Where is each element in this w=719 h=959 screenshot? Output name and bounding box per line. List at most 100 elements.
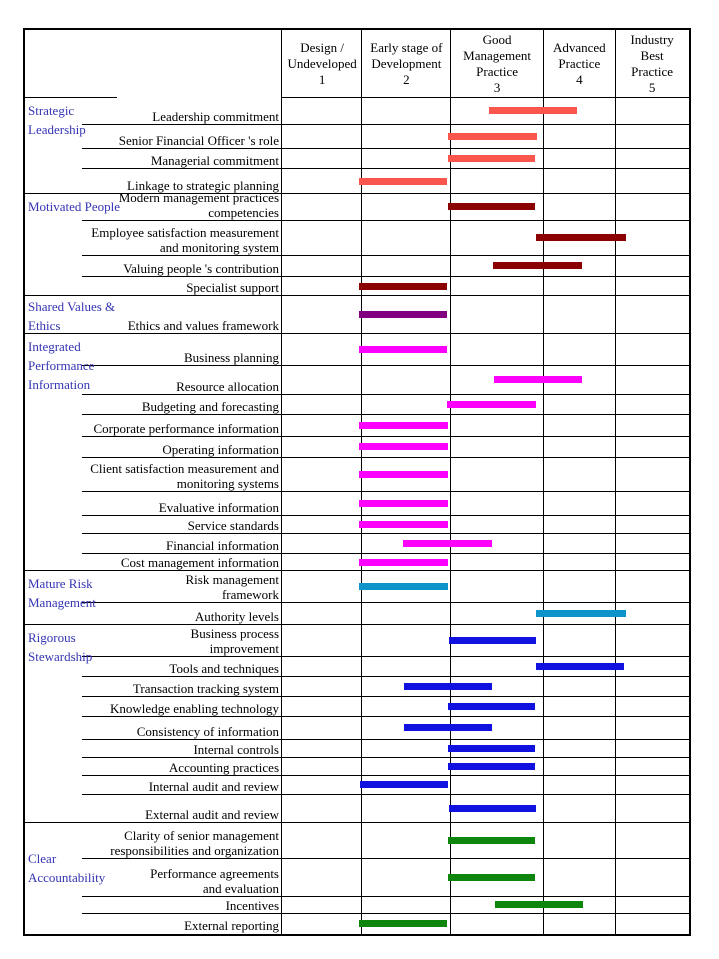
table-row: Resource allocation xyxy=(25,366,689,395)
table-row: Managerial commitment xyxy=(25,149,689,169)
table-row: Ethics and values framework xyxy=(25,296,689,334)
row-label-text: Service standards xyxy=(187,518,279,533)
row-label-text: Operating information xyxy=(162,442,279,457)
category-label: Strategic Leadership xyxy=(28,103,86,137)
maturity-bar xyxy=(359,920,447,927)
row-label-text: Risk management framework xyxy=(185,572,279,602)
column-header-level5: Industry Best Practice 5 xyxy=(630,32,674,95)
row-label-text: Accounting practices xyxy=(168,760,279,775)
maturity-bar xyxy=(403,724,492,731)
row-label-text: Internal controls xyxy=(193,742,279,757)
row-bar-area xyxy=(283,296,689,334)
table-row: Risk management framework xyxy=(25,571,689,603)
maturity-bar xyxy=(359,345,447,353)
table-row: Modern management practices competencies xyxy=(25,190,689,221)
row-bar-area xyxy=(283,98,689,125)
maturity-bar xyxy=(359,177,447,185)
maturity-bar xyxy=(448,873,535,881)
row-label: Client satisfaction measurement and moni… xyxy=(25,458,283,492)
maturity-bar xyxy=(535,662,624,670)
table-row: Transaction tracking system xyxy=(25,677,689,697)
row-label-text: Managerial commitment xyxy=(150,153,279,168)
maturity-bar xyxy=(359,421,448,429)
table-row: Evaluative information xyxy=(25,492,689,516)
maturity-bar xyxy=(494,901,584,908)
grid-vline-3 xyxy=(543,30,544,934)
row-label-text: Business process improvement xyxy=(190,626,279,656)
row-label: Risk management framework xyxy=(25,571,283,603)
row-bar-area xyxy=(283,437,689,458)
row-bar-area xyxy=(283,554,689,571)
row-bar-area xyxy=(283,897,689,914)
table-row: Service standards xyxy=(25,516,689,534)
row-bar-area xyxy=(283,125,689,149)
category-label: Motivated People xyxy=(28,199,121,214)
table-row: Business process improvement xyxy=(25,625,689,657)
row-label: Leadership commitment xyxy=(25,98,283,125)
row-bar-area xyxy=(283,914,689,934)
row-bar-area xyxy=(283,221,689,256)
table-row: Internal audit and review xyxy=(25,776,689,795)
row-label-text: External audit and review xyxy=(145,807,279,822)
chart-body: Strategic Leadership Leadership commitmen… xyxy=(25,98,689,934)
table-row: Accounting practices xyxy=(25,758,689,776)
row-label: Employee satisfaction measurement and mo… xyxy=(25,221,283,256)
row-label-text: Budgeting and forecasting xyxy=(141,399,279,414)
row-label-text: Business planning xyxy=(184,350,279,365)
row-label-text: Senior Financial Officer 's role xyxy=(118,133,279,148)
column-header-level1: Design / Undeveloped 1 xyxy=(287,40,357,87)
row-bar-area xyxy=(283,859,689,897)
row-label: Clarity of senior management responsibil… xyxy=(25,823,283,859)
maturity-bar xyxy=(448,762,535,770)
row-label-text: Tools and techniques xyxy=(169,661,279,676)
row-label-text: Linkage to strategic planning xyxy=(127,178,279,193)
row-label-text: Cost management information xyxy=(120,555,279,570)
row-label-text: Internal audit and review xyxy=(148,779,279,794)
table-row: Specialist support xyxy=(25,277,689,296)
row-label: External reporting xyxy=(25,914,283,934)
row-label-text: Knowledge enabling technology xyxy=(110,701,279,716)
row-bar-area xyxy=(283,534,689,554)
row-bar-area xyxy=(283,194,689,221)
row-label: Knowledge enabling technology xyxy=(25,697,283,717)
grid-vline-2 xyxy=(450,30,451,934)
category-label: Shared Values & Ethics xyxy=(28,299,116,333)
maturity-bar xyxy=(535,610,626,617)
table-row: Employee satisfaction measurement and mo… xyxy=(25,221,689,256)
row-label-text: External reporting xyxy=(184,918,279,933)
grid-vline-1 xyxy=(361,30,362,934)
maturity-table: Design / Undeveloped 1 Early stage of De… xyxy=(23,28,691,936)
row-label: Tools and techniques xyxy=(25,657,283,677)
row-label: Senior Financial Officer 's role xyxy=(25,125,283,149)
row-label-text: Performance agreements and evaluation xyxy=(150,866,279,896)
category-block: Motivated People Modern management practi… xyxy=(25,190,689,296)
row-bar-area xyxy=(283,458,689,492)
row-label-text: Client satisfaction measurement and moni… xyxy=(90,461,279,491)
column-header-level4: Advanced Practice 4 xyxy=(552,40,606,87)
category-block: Clear Accountability Clarity of senior ma… xyxy=(25,823,689,934)
row-bar-area xyxy=(283,795,689,823)
row-bar-area xyxy=(283,277,689,296)
row-label: Financial information xyxy=(25,534,283,554)
row-bar-area xyxy=(283,758,689,776)
category-block: Strategic Leadership Leadership commitmen… xyxy=(25,98,689,194)
table-row: Authority levels xyxy=(25,603,689,625)
row-label-text: Incentives xyxy=(225,898,279,913)
maturity-bar xyxy=(359,282,447,290)
row-label: External audit and review xyxy=(25,795,283,823)
row-label-text: Employee satisfaction measurement and mo… xyxy=(91,225,279,255)
row-label: Transaction tracking system xyxy=(25,677,283,697)
row-bar-area xyxy=(283,625,689,657)
table-row: Clarity of senior management responsibil… xyxy=(25,823,689,859)
maturity-bar xyxy=(359,558,448,566)
row-bar-area xyxy=(283,571,689,603)
category-label: Clear Accountability xyxy=(28,851,106,885)
row-bar-area xyxy=(283,823,689,859)
row-bar-area xyxy=(283,395,689,415)
row-label: Business process improvement xyxy=(25,625,283,657)
table-row: Leadership commitment xyxy=(25,98,689,125)
category-label: Mature Risk Management xyxy=(28,576,96,610)
table-row: Internal controls xyxy=(25,740,689,758)
category-label: Rigorous Stewardship xyxy=(28,630,93,664)
row-label: Internal controls xyxy=(25,740,283,758)
